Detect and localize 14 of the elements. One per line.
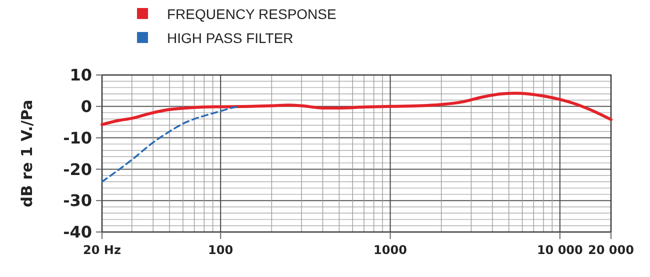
legend-label: HIGH PASS FILTER (167, 30, 294, 46)
y-tick-label: -10 (63, 128, 92, 148)
x-tick-label: 20 000 (588, 243, 634, 257)
y-tick-label: -30 (63, 191, 92, 210)
x-tick-label: 10 000 (536, 243, 583, 257)
y-tick-label: -20 (63, 160, 92, 179)
x-tick-label: 1000 (374, 243, 407, 257)
y-axis-title: dB re 1 V./Pa (18, 100, 36, 208)
legend-label: FREQUENCY RESPONSE (167, 6, 336, 22)
x-tick-label: 20 Hz (83, 243, 121, 257)
y-tick-label: 10 (70, 66, 92, 85)
x-tick-label: 100 (208, 243, 234, 257)
y-tick-label: -40 (63, 222, 92, 242)
y-tick-label: 0 (80, 97, 92, 116)
